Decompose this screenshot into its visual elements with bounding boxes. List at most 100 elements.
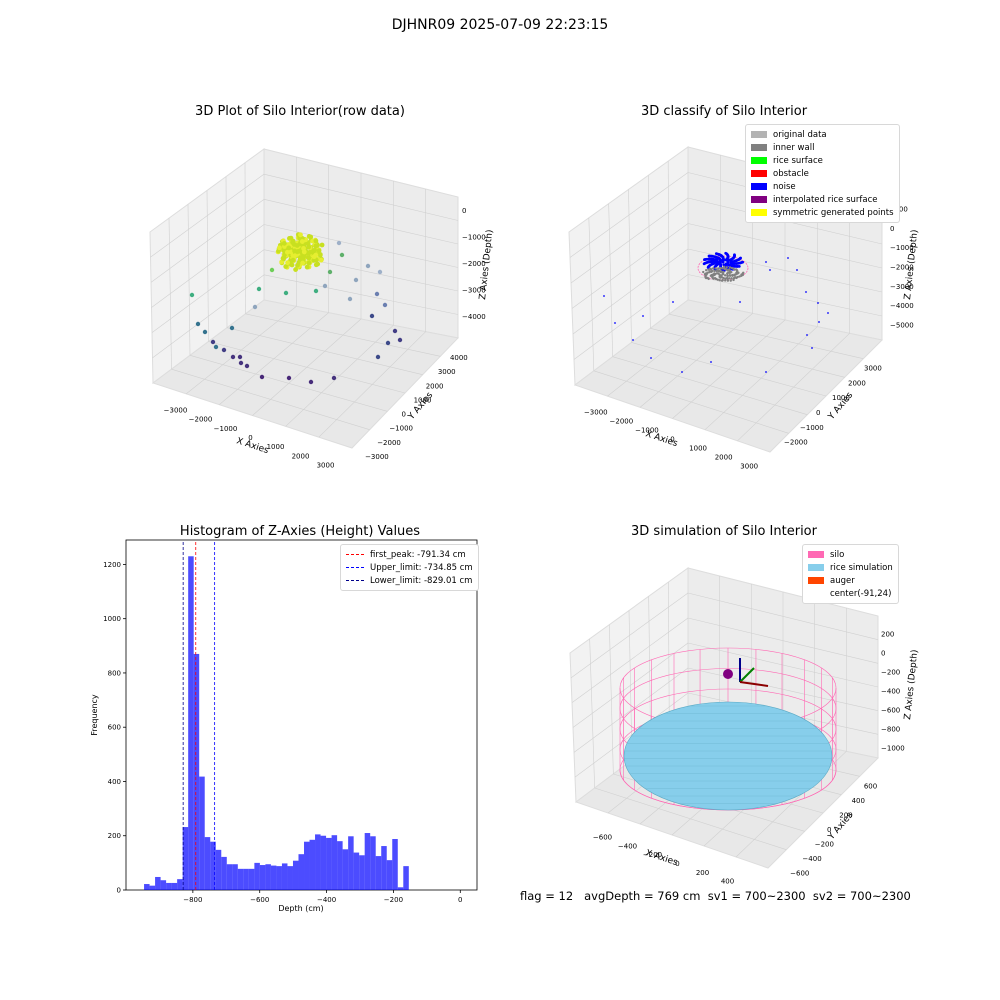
noise-point (818, 321, 820, 323)
hist-xtick-label: −600 (250, 896, 269, 904)
rice-surface (623, 701, 833, 811)
legend-entry: Upper_limit: -734.85 cm (346, 561, 473, 574)
inner-wall-point (732, 278, 735, 282)
inner-wall-point (702, 270, 705, 274)
data-point (377, 269, 383, 275)
z-tick-label: −600 (881, 707, 900, 715)
noise-point (703, 258, 706, 262)
noise-point (733, 264, 737, 268)
data-point (336, 240, 342, 246)
legend-swatch (751, 209, 767, 216)
noise-point (735, 262, 739, 265)
hist-bar (226, 864, 233, 890)
z-tick-label: 0 (462, 207, 466, 215)
hist-xlabel: Depth (cm) (278, 904, 323, 913)
inner-wall-point (726, 271, 730, 274)
grid-line (570, 592, 689, 679)
y-tick-label: −200 (815, 841, 834, 849)
z-tick-label: −3000 (462, 286, 486, 294)
x-tick-label: 400 (721, 878, 734, 886)
hist-bar (331, 835, 338, 890)
noise-point (614, 322, 616, 324)
legend-label: rice simulation (830, 562, 893, 573)
data-point (293, 267, 299, 272)
data-point (397, 337, 403, 343)
center-marker (723, 669, 733, 679)
grid-line (687, 592, 879, 640)
hist-bar (287, 866, 293, 890)
data-point (221, 347, 227, 353)
legend-label: auger (830, 575, 855, 586)
p1-ticks: −3000−2000−10000100020003000−3000−2000−1… (164, 207, 486, 469)
legend-entry: inner wall (751, 141, 894, 154)
noise-point (727, 258, 731, 262)
x-tick-label: 1000 (267, 443, 285, 451)
noise-point (724, 262, 728, 266)
data-point (304, 264, 310, 270)
data-point (284, 249, 290, 255)
noise-point (632, 339, 634, 341)
hist-bar (199, 776, 205, 890)
data-point (292, 248, 297, 254)
y-tick-label: 1000 (832, 394, 850, 402)
x-tick-label: −400 (618, 842, 637, 850)
inner-wall-point (721, 272, 725, 276)
hist-bar (155, 876, 161, 890)
hist-bar (292, 860, 299, 890)
legend-entry: noise (751, 180, 894, 193)
axis-arrow-x (739, 681, 769, 687)
panel4-legend: silo rice simulation auger center(-91,24) (802, 544, 899, 604)
legend-swatch (751, 183, 767, 190)
data-point (300, 260, 306, 266)
x-tick-label: 3000 (740, 463, 758, 471)
inner-wall-point (713, 277, 717, 280)
panel1-3d-axes: −3000−2000−10000100020003000−3000−2000−1… (149, 148, 495, 469)
hist-bar (171, 882, 178, 890)
hist-bar (392, 838, 398, 890)
z-tick-label: 0 (881, 650, 885, 658)
noise-point (726, 254, 730, 257)
z-tick-label: −4000 (462, 313, 486, 321)
grid-line (569, 172, 689, 258)
data-point (283, 264, 289, 269)
hist-bar (149, 885, 156, 890)
legend-line-swatch (346, 580, 364, 581)
data-point (322, 283, 328, 289)
noise-point (739, 256, 742, 260)
z-tick-label: −800 (881, 726, 900, 734)
data-point (195, 321, 201, 327)
data-point (256, 286, 262, 292)
data-point (306, 255, 311, 260)
z-tick-label: 0 (890, 225, 894, 233)
hist-bar (375, 856, 382, 890)
grid-line (263, 173, 459, 221)
noise-point (739, 301, 741, 303)
noise-point (765, 261, 767, 263)
p4-ticks: −600−400−2000200400−600−400−200020040060… (593, 631, 905, 886)
panel2-legend: original data inner wall rice surface obsta… (745, 124, 900, 223)
noise-point (731, 260, 735, 263)
z-tick-label: −200 (881, 669, 900, 677)
inner-wall-point (728, 277, 731, 280)
inner-wall-point (724, 279, 727, 282)
inner-wall-point (723, 274, 727, 277)
hist-bar (254, 862, 260, 890)
inner-wall-point (717, 272, 720, 275)
data-point (316, 248, 322, 254)
inner-wall-point (731, 273, 734, 277)
p1-gridlines (150, 157, 459, 438)
x-tick-label: −200 (643, 851, 662, 859)
noise-point (811, 347, 813, 349)
inner-wall-point (719, 267, 722, 270)
noise-point (720, 254, 723, 258)
data-point (286, 375, 292, 381)
data-point (311, 258, 317, 263)
inner-wall-point (729, 279, 732, 282)
hist-bar (326, 837, 332, 890)
data-point (237, 354, 243, 360)
inner-wall-point (708, 271, 711, 274)
data-point (308, 234, 314, 240)
data-point (305, 241, 311, 247)
noise-point (708, 263, 712, 267)
panel3-title: Histogram of Z-Axies (Height) Values (179, 524, 421, 539)
